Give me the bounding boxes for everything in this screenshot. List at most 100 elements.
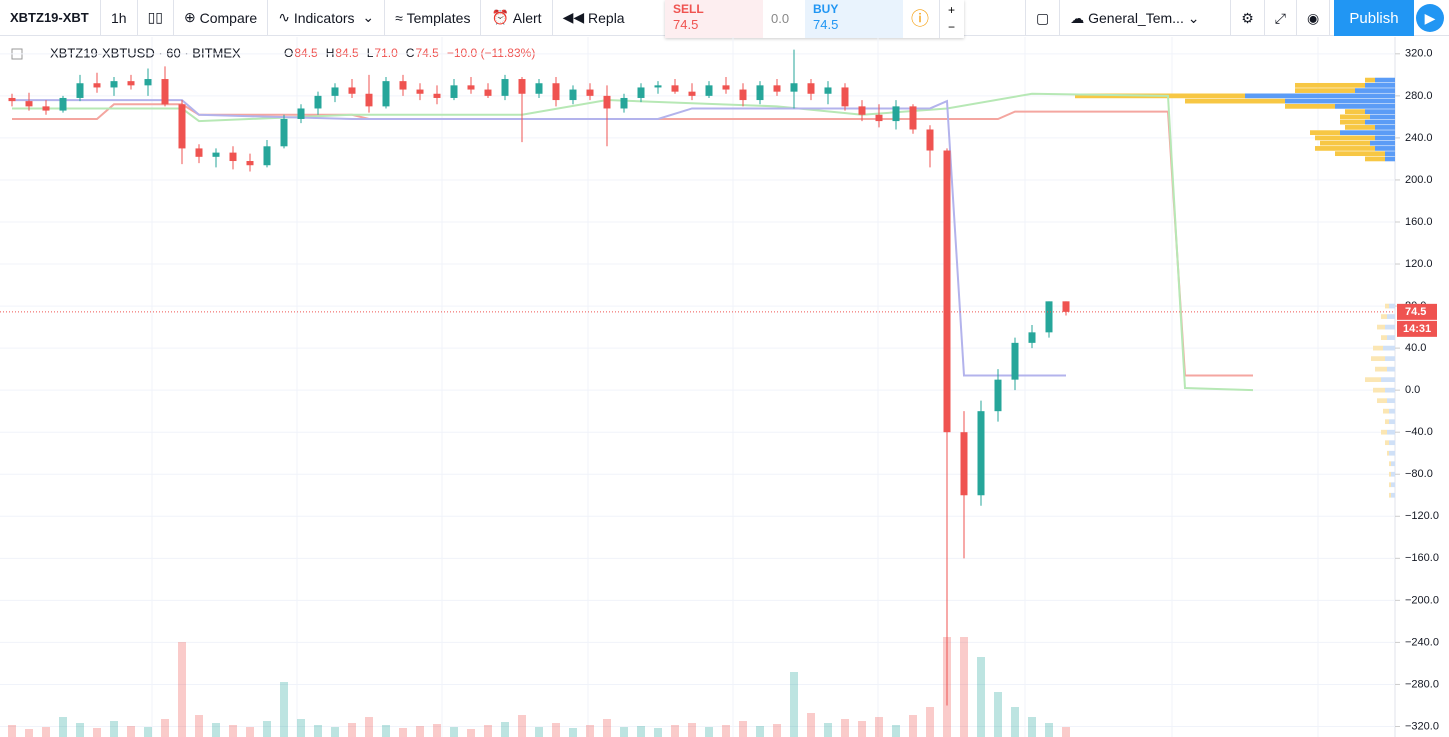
indicators-button[interactable]: ∿ Indicators ⌄ bbox=[268, 0, 386, 36]
y-tick-label: 160.0 bbox=[1405, 216, 1433, 228]
profile-down bbox=[1371, 356, 1385, 361]
profile-down bbox=[1377, 398, 1387, 404]
publish-menu[interactable]: ▶ bbox=[1416, 4, 1444, 32]
right-tools: ▢ ☁ General_Tem... ⌄ ⚙ ⤢ ◉ bbox=[1025, 0, 1331, 36]
candle-body bbox=[569, 89, 577, 101]
interval-button[interactable]: 1h bbox=[101, 0, 138, 36]
profile-down bbox=[1295, 88, 1355, 93]
compare-button[interactable]: ⊕ Compare bbox=[174, 0, 269, 36]
profile-up bbox=[1387, 429, 1395, 435]
profile-up bbox=[1365, 109, 1395, 114]
candle-body bbox=[943, 150, 951, 433]
volume-bar bbox=[212, 723, 220, 737]
candle-body bbox=[348, 87, 356, 94]
candle-body bbox=[484, 89, 492, 96]
candle-body bbox=[433, 93, 441, 98]
candle-body bbox=[1045, 301, 1053, 333]
volume-bar bbox=[416, 726, 424, 737]
profile-up bbox=[1355, 88, 1395, 93]
countdown-label: 14:31 bbox=[1403, 323, 1431, 335]
sell-price: 74.5 bbox=[673, 17, 699, 32]
volume-bar bbox=[365, 717, 373, 737]
alert-button[interactable]: ⏰ Alert bbox=[481, 0, 553, 36]
profile-up bbox=[1389, 303, 1395, 309]
candle-body bbox=[909, 106, 917, 130]
volume-bar bbox=[552, 723, 560, 737]
profile-down bbox=[1345, 125, 1375, 130]
candle-body bbox=[773, 85, 781, 92]
volume-bar bbox=[1062, 727, 1070, 737]
candle-body bbox=[195, 148, 203, 157]
publish-button[interactable]: Publish bbox=[1334, 0, 1414, 36]
y-tick-label: −200.0 bbox=[1405, 594, 1439, 606]
sell-button[interactable]: SELL 74.5 bbox=[665, 0, 763, 38]
chart: XBTZ19-XBTUSD · 60 · BITMEX O 84.5 H 84.5 L 7… bbox=[0, 37, 1439, 737]
profile-down bbox=[1389, 482, 1391, 488]
templates-button[interactable]: ≈ Templates bbox=[385, 0, 482, 36]
candle-body bbox=[824, 87, 832, 94]
candle-body bbox=[756, 85, 764, 101]
volume-bar bbox=[263, 721, 271, 737]
profile-down bbox=[1185, 98, 1285, 104]
symbol-button[interactable]: XBTZ19-XBT bbox=[0, 0, 101, 36]
profile-up bbox=[1389, 450, 1395, 456]
volume-bar bbox=[467, 729, 475, 737]
time-grid bbox=[151, 37, 1319, 737]
candle-body bbox=[926, 129, 934, 151]
profile-up bbox=[1389, 440, 1395, 446]
profile-up bbox=[1385, 324, 1395, 330]
settings-button[interactable]: ⚙ bbox=[1231, 0, 1265, 36]
candle-body bbox=[552, 83, 560, 101]
templates-label: Templates bbox=[406, 9, 471, 26]
candle-body bbox=[93, 83, 101, 88]
candle-body bbox=[178, 104, 186, 149]
info-icon[interactable]: ⓘ bbox=[911, 9, 929, 29]
y-tick-label: −240.0 bbox=[1405, 636, 1439, 648]
snapshot-button[interactable]: ◉ bbox=[1297, 0, 1331, 36]
candle-body bbox=[25, 101, 33, 107]
volume-bar bbox=[807, 713, 815, 737]
candle-body bbox=[875, 114, 883, 122]
volume-bar bbox=[960, 637, 968, 737]
candle-body bbox=[110, 81, 118, 88]
volume-bar bbox=[603, 719, 611, 737]
volume-bar bbox=[654, 728, 662, 737]
zoom-buttons[interactable]: + − bbox=[939, 0, 964, 38]
profile-down bbox=[1365, 77, 1375, 83]
chart-type-button[interactable]: ▯▯ bbox=[138, 0, 174, 36]
volume-bar bbox=[994, 692, 1002, 737]
volume-bar bbox=[535, 727, 543, 737]
legend-l-label: L bbox=[367, 46, 374, 60]
expand-button[interactable]: ⤢ bbox=[1265, 0, 1297, 36]
icon: ⏰ bbox=[491, 9, 513, 25]
volume-bar bbox=[25, 729, 33, 737]
indicator-line bbox=[12, 103, 1253, 377]
layout-button[interactable]: ☁ General_Tem... ⌄ bbox=[1060, 0, 1232, 36]
candle-body bbox=[59, 97, 67, 111]
profile-down bbox=[1385, 419, 1389, 425]
buy-button[interactable]: BUY 74.5 bbox=[805, 0, 903, 38]
candle-body bbox=[314, 95, 322, 109]
candle-body bbox=[76, 83, 84, 98]
fullscreen-box[interactable]: ▢ bbox=[1025, 0, 1061, 36]
profile-up bbox=[1387, 366, 1395, 372]
candle-body bbox=[858, 106, 866, 115]
y-tick-label: −40.0 bbox=[1405, 426, 1433, 438]
candle-body bbox=[399, 81, 407, 90]
legend-h: 84.5 bbox=[335, 46, 359, 60]
volume-bar bbox=[1028, 717, 1036, 737]
candle-body bbox=[960, 432, 968, 496]
y-tick-label: −280.0 bbox=[1405, 678, 1439, 690]
replay-button[interactable]: ◀◀ Repla bbox=[553, 0, 635, 36]
profile-down bbox=[1383, 408, 1389, 414]
candle-body bbox=[297, 108, 305, 119]
volume-bar bbox=[756, 726, 764, 737]
candle-body bbox=[467, 85, 475, 90]
legend-o: 84.5 bbox=[294, 46, 318, 60]
candle-body bbox=[790, 83, 798, 92]
candle-body bbox=[637, 87, 645, 98]
legend-l: 71.0 bbox=[374, 46, 398, 60]
profile-up bbox=[1389, 419, 1395, 425]
volume-bar bbox=[569, 728, 577, 737]
